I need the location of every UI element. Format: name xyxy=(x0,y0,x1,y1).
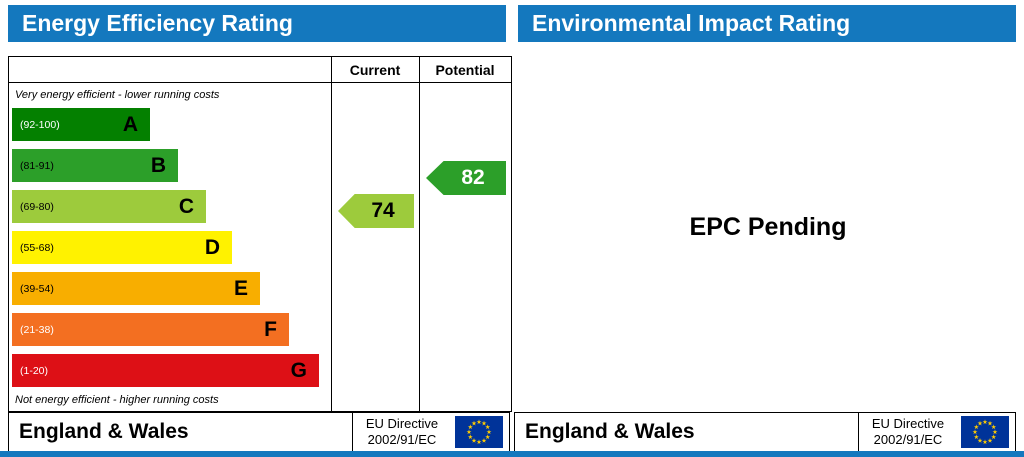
band-a-bar: (92-100) A xyxy=(12,108,150,141)
bottom-accent-strip xyxy=(0,451,1024,457)
potential-column-header: Potential xyxy=(435,61,495,78)
current-rating-arrow: 74 xyxy=(338,194,414,228)
eu-directive-text: EU Directive 2002/91/EC xyxy=(871,415,945,447)
footer-right: England & Wales EU Directive 2002/91/EC xyxy=(514,412,1016,452)
region-label: England & Wales xyxy=(525,420,695,443)
eu-directive-text: EU Directive 2002/91/EC xyxy=(365,415,439,447)
band-d-range: (55-68) xyxy=(20,241,54,254)
energy-rating-chart: Current Potential Very energy efficient … xyxy=(8,56,512,412)
environmental-impact-panel: EPC Pending xyxy=(512,42,1024,412)
energy-efficiency-title: Energy Efficiency Rating xyxy=(22,10,293,36)
band-a-letter: A xyxy=(122,112,138,136)
column-divider xyxy=(331,57,332,411)
bottom-caption: Not energy efficient - higher running co… xyxy=(15,394,219,406)
band-f-range: (21-38) xyxy=(20,323,54,336)
top-caption: Very energy efficient - lower running co… xyxy=(15,89,220,101)
band-b-letter: B xyxy=(150,153,166,177)
band-d-bar: (55-68) D xyxy=(12,231,232,264)
band-b-bar: (81-91) B xyxy=(12,149,178,182)
band-c-letter: C xyxy=(178,194,194,218)
current-column-header: Current xyxy=(349,61,401,78)
energy-efficiency-header: Energy Efficiency Rating xyxy=(8,5,506,42)
band-g-letter: G xyxy=(290,358,307,382)
eu-flag-icon xyxy=(455,416,503,448)
header-row-divider xyxy=(9,82,511,83)
column-divider xyxy=(419,57,420,411)
potential-rating-arrow: 82 xyxy=(426,161,506,195)
footer-left: England & Wales EU Directive 2002/91/EC xyxy=(8,412,510,452)
band-e-bar: (39-54) E xyxy=(12,272,260,305)
band-g-range: (1-20) xyxy=(20,364,49,377)
band-a-range: (92-100) xyxy=(20,118,60,131)
band-d-letter: D xyxy=(204,235,220,259)
band-c-range: (69-80) xyxy=(20,200,54,213)
eu-flag-icon xyxy=(961,416,1009,448)
band-b-range: (81-91) xyxy=(20,159,54,172)
band-f-bar: (21-38) F xyxy=(12,313,289,346)
region-label: England & Wales xyxy=(19,420,189,443)
band-f-letter: F xyxy=(264,317,277,341)
band-c-bar: (69-80) C xyxy=(12,190,206,223)
footer-divider xyxy=(858,413,859,451)
epc-pending-text: EPC Pending xyxy=(689,212,847,241)
environmental-impact-header: Environmental Impact Rating xyxy=(518,5,1016,42)
band-e-range: (39-54) xyxy=(20,282,54,295)
footer-divider xyxy=(352,413,353,451)
environmental-impact-title: Environmental Impact Rating xyxy=(532,10,851,36)
potential-rating-value: 82 xyxy=(461,166,485,189)
current-rating-value: 74 xyxy=(371,199,395,222)
band-g-bar: (1-20) G xyxy=(12,354,319,387)
band-e-letter: E xyxy=(233,276,248,300)
